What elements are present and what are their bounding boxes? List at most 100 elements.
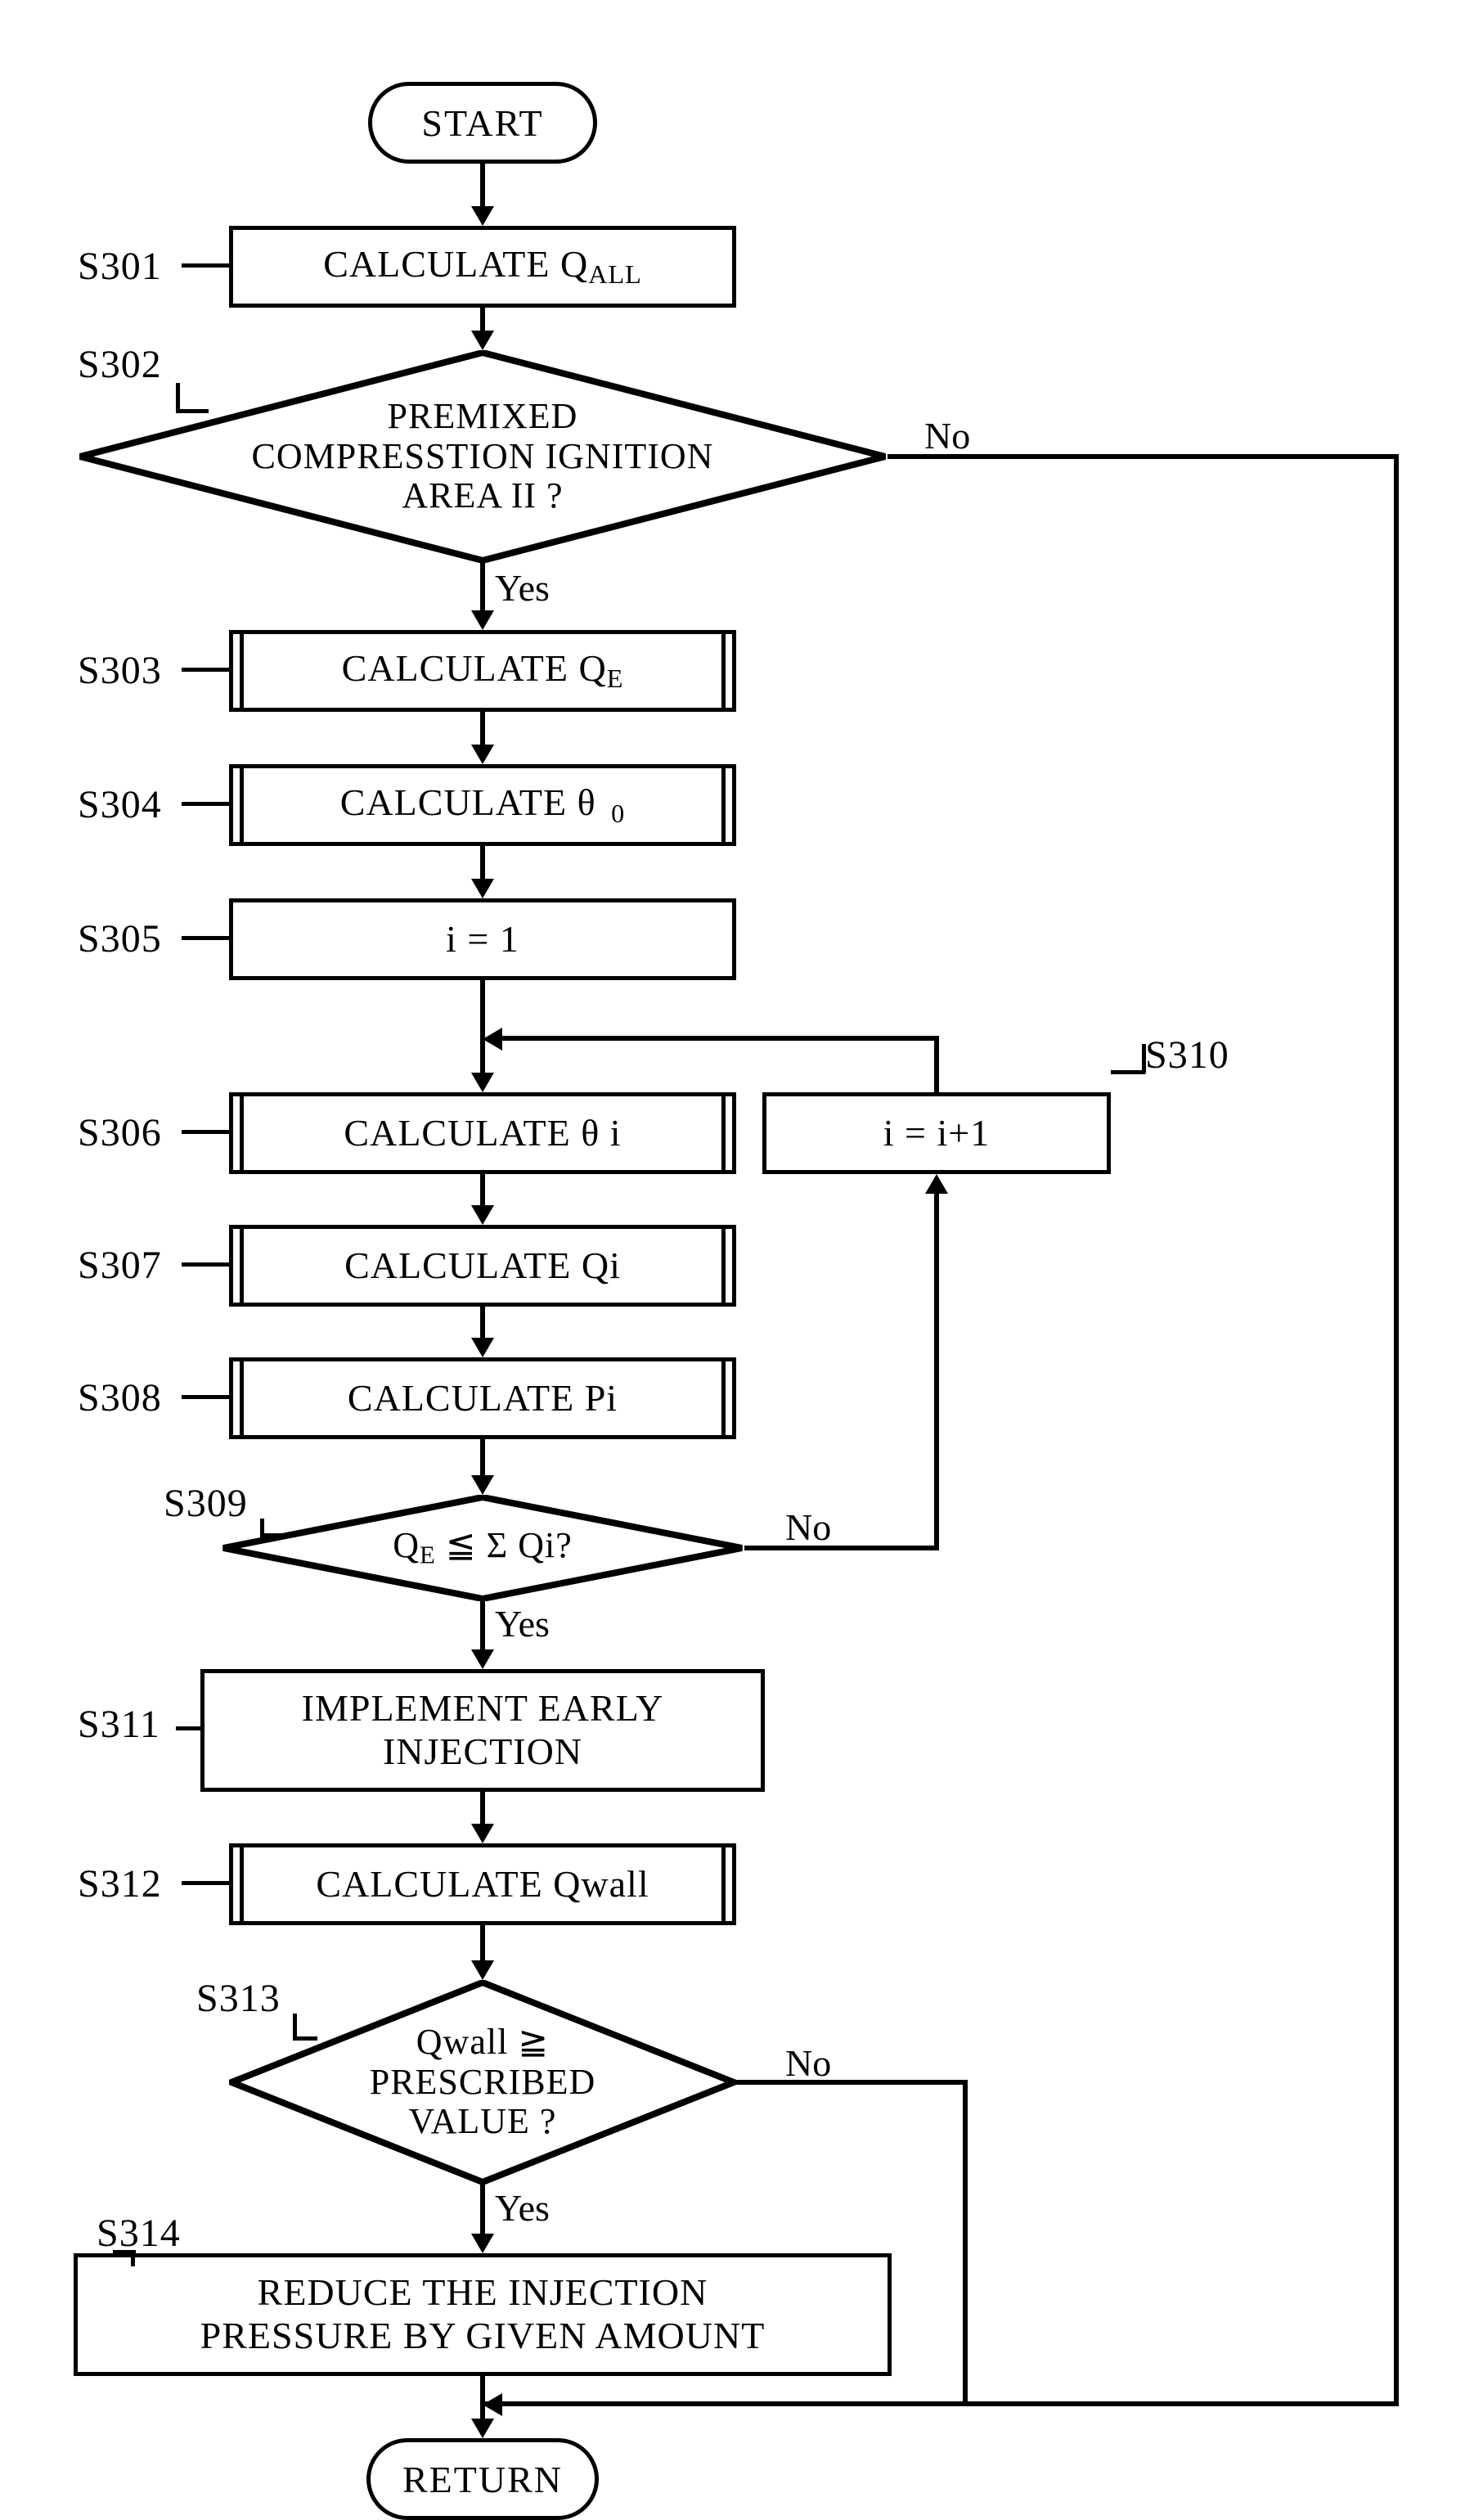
process-s301-label: CALCULATE QALL <box>323 243 642 290</box>
connector <box>1142 1044 1147 1073</box>
step-tag-s310: S310 <box>1145 1033 1229 1078</box>
edge <box>480 563 485 610</box>
connector <box>182 936 229 941</box>
step-tag-s301: S301 <box>78 244 162 289</box>
step-tag-s313: S313 <box>196 1976 281 2021</box>
terminal-start-label: START <box>421 101 543 145</box>
connector <box>182 802 229 807</box>
arrowhead-icon <box>471 879 494 898</box>
connector <box>176 1726 200 1731</box>
arrowhead-icon <box>471 2419 494 2438</box>
arrowhead-icon <box>471 206 494 226</box>
edge <box>480 308 485 332</box>
terminal-return-label: RETURN <box>402 2458 563 2501</box>
connector <box>1111 1070 1145 1075</box>
connector <box>182 1881 229 1886</box>
edge <box>480 1307 485 1338</box>
connector <box>182 1130 229 1135</box>
process-s305-label: i = 1 <box>446 918 519 961</box>
decision-s309: QE ≦ Σ Qi? <box>221 1495 744 1601</box>
edge <box>963 2080 968 2404</box>
process-s305: i = 1 <box>229 898 736 980</box>
connector <box>293 2014 298 2038</box>
edge <box>480 712 485 745</box>
arrowhead-icon <box>925 1174 948 1194</box>
step-tag-s311: S311 <box>78 1702 160 1747</box>
edge <box>480 1601 485 1650</box>
arrowhead-icon <box>471 610 494 630</box>
terminal-start: START <box>368 82 597 164</box>
connector <box>176 409 209 414</box>
process-s310: i = i+1 <box>762 1092 1111 1174</box>
process-s314-label: REDUCE THE INJECTION PRESSURE BY GIVEN A… <box>200 2271 766 2358</box>
arrowhead-icon <box>471 1205 494 1225</box>
edge <box>480 1925 485 1961</box>
step-tag-s307: S307 <box>78 1243 162 1288</box>
edge <box>480 1439 485 1475</box>
step-tag-s303: S303 <box>78 648 162 693</box>
edge <box>480 1792 485 1824</box>
decision-s313: Qwall ≧ PRESCRIBED VALUE ? <box>229 1980 736 2185</box>
edge <box>480 1174 485 1205</box>
step-tag-s302: S302 <box>78 342 162 387</box>
edge <box>744 1546 937 1550</box>
edge-label-no: No <box>785 1505 831 1549</box>
decision-s302: PREMIXED COMPRESSTION IGNITION AREA II ? <box>78 350 888 563</box>
connector <box>182 1262 229 1267</box>
connector <box>182 263 229 268</box>
edge <box>934 1194 939 1550</box>
decision-s309-label: QE ≦ Σ Qi? <box>221 1495 744 1601</box>
connector <box>260 1519 265 1535</box>
step-tag-s305: S305 <box>78 916 162 961</box>
connector <box>293 2036 317 2041</box>
subprocess-s303: CALCULATE QE <box>229 630 736 712</box>
arrowhead-icon <box>471 331 494 350</box>
edge <box>934 1036 939 1092</box>
subprocess-s307-label: CALCULATE Qi <box>344 1244 621 1288</box>
step-tag-s304: S304 <box>78 782 162 827</box>
subprocess-s306-label: CALCULATE θ i <box>344 1112 621 1155</box>
subprocess-s312: CALCULATE Qwall <box>229 1843 736 1925</box>
edge-label-yes: Yes <box>495 566 550 610</box>
edge <box>483 2401 1399 2406</box>
terminal-return: RETURN <box>366 2438 599 2520</box>
decision-s302-label: PREMIXED COMPRESSTION IGNITION AREA II ? <box>78 350 888 563</box>
edge <box>480 164 485 206</box>
arrowhead-icon <box>471 1338 494 1357</box>
process-s311-label: IMPLEMENT EARLY INJECTION <box>302 1687 664 1774</box>
arrowhead-icon <box>471 1649 494 1669</box>
decision-s313-label: Qwall ≧ PRESCRIBED VALUE ? <box>229 1980 736 2185</box>
connector <box>182 668 229 673</box>
connector <box>182 1395 229 1400</box>
edge-label-yes: Yes <box>495 2186 550 2230</box>
edge <box>480 846 485 879</box>
edge <box>736 2080 965 2085</box>
arrowhead-icon <box>471 1960 494 1980</box>
process-s314: REDUCE THE INJECTION PRESSURE BY GIVEN A… <box>74 2253 892 2376</box>
edge <box>480 980 485 1073</box>
arrowhead-icon <box>471 1073 494 1092</box>
connector <box>176 383 181 411</box>
step-tag-s314: S314 <box>97 2211 181 2256</box>
arrowhead-icon <box>471 1824 494 1843</box>
subprocess-s308: CALCULATE Pi <box>229 1357 736 1439</box>
edge-label-no: No <box>785 2041 831 2085</box>
connector <box>113 2250 136 2255</box>
arrowhead-icon <box>471 2234 494 2253</box>
subprocess-s308-label: CALCULATE Pi <box>348 1377 618 1420</box>
edge-label-yes: Yes <box>495 1602 550 1645</box>
edge <box>1394 454 1399 2404</box>
subprocess-s312-label: CALCULATE Qwall <box>316 1863 649 1906</box>
process-s310-label: i = i+1 <box>883 1112 990 1155</box>
step-tag-s308: S308 <box>78 1375 162 1420</box>
step-tag-s312: S312 <box>78 1861 162 1906</box>
subprocess-s304: CALCULATE θ 0 <box>229 764 736 846</box>
process-s301: CALCULATE QALL <box>229 226 736 308</box>
connector <box>260 1533 281 1538</box>
process-s311: IMPLEMENT EARLY INJECTION <box>200 1669 765 1792</box>
arrowhead-icon <box>471 745 494 764</box>
subprocess-s307: CALCULATE Qi <box>229 1225 736 1307</box>
edge <box>502 1036 937 1041</box>
edge-label-no: No <box>924 414 970 457</box>
subprocess-s304-label: CALCULATE θ 0 <box>340 781 625 828</box>
